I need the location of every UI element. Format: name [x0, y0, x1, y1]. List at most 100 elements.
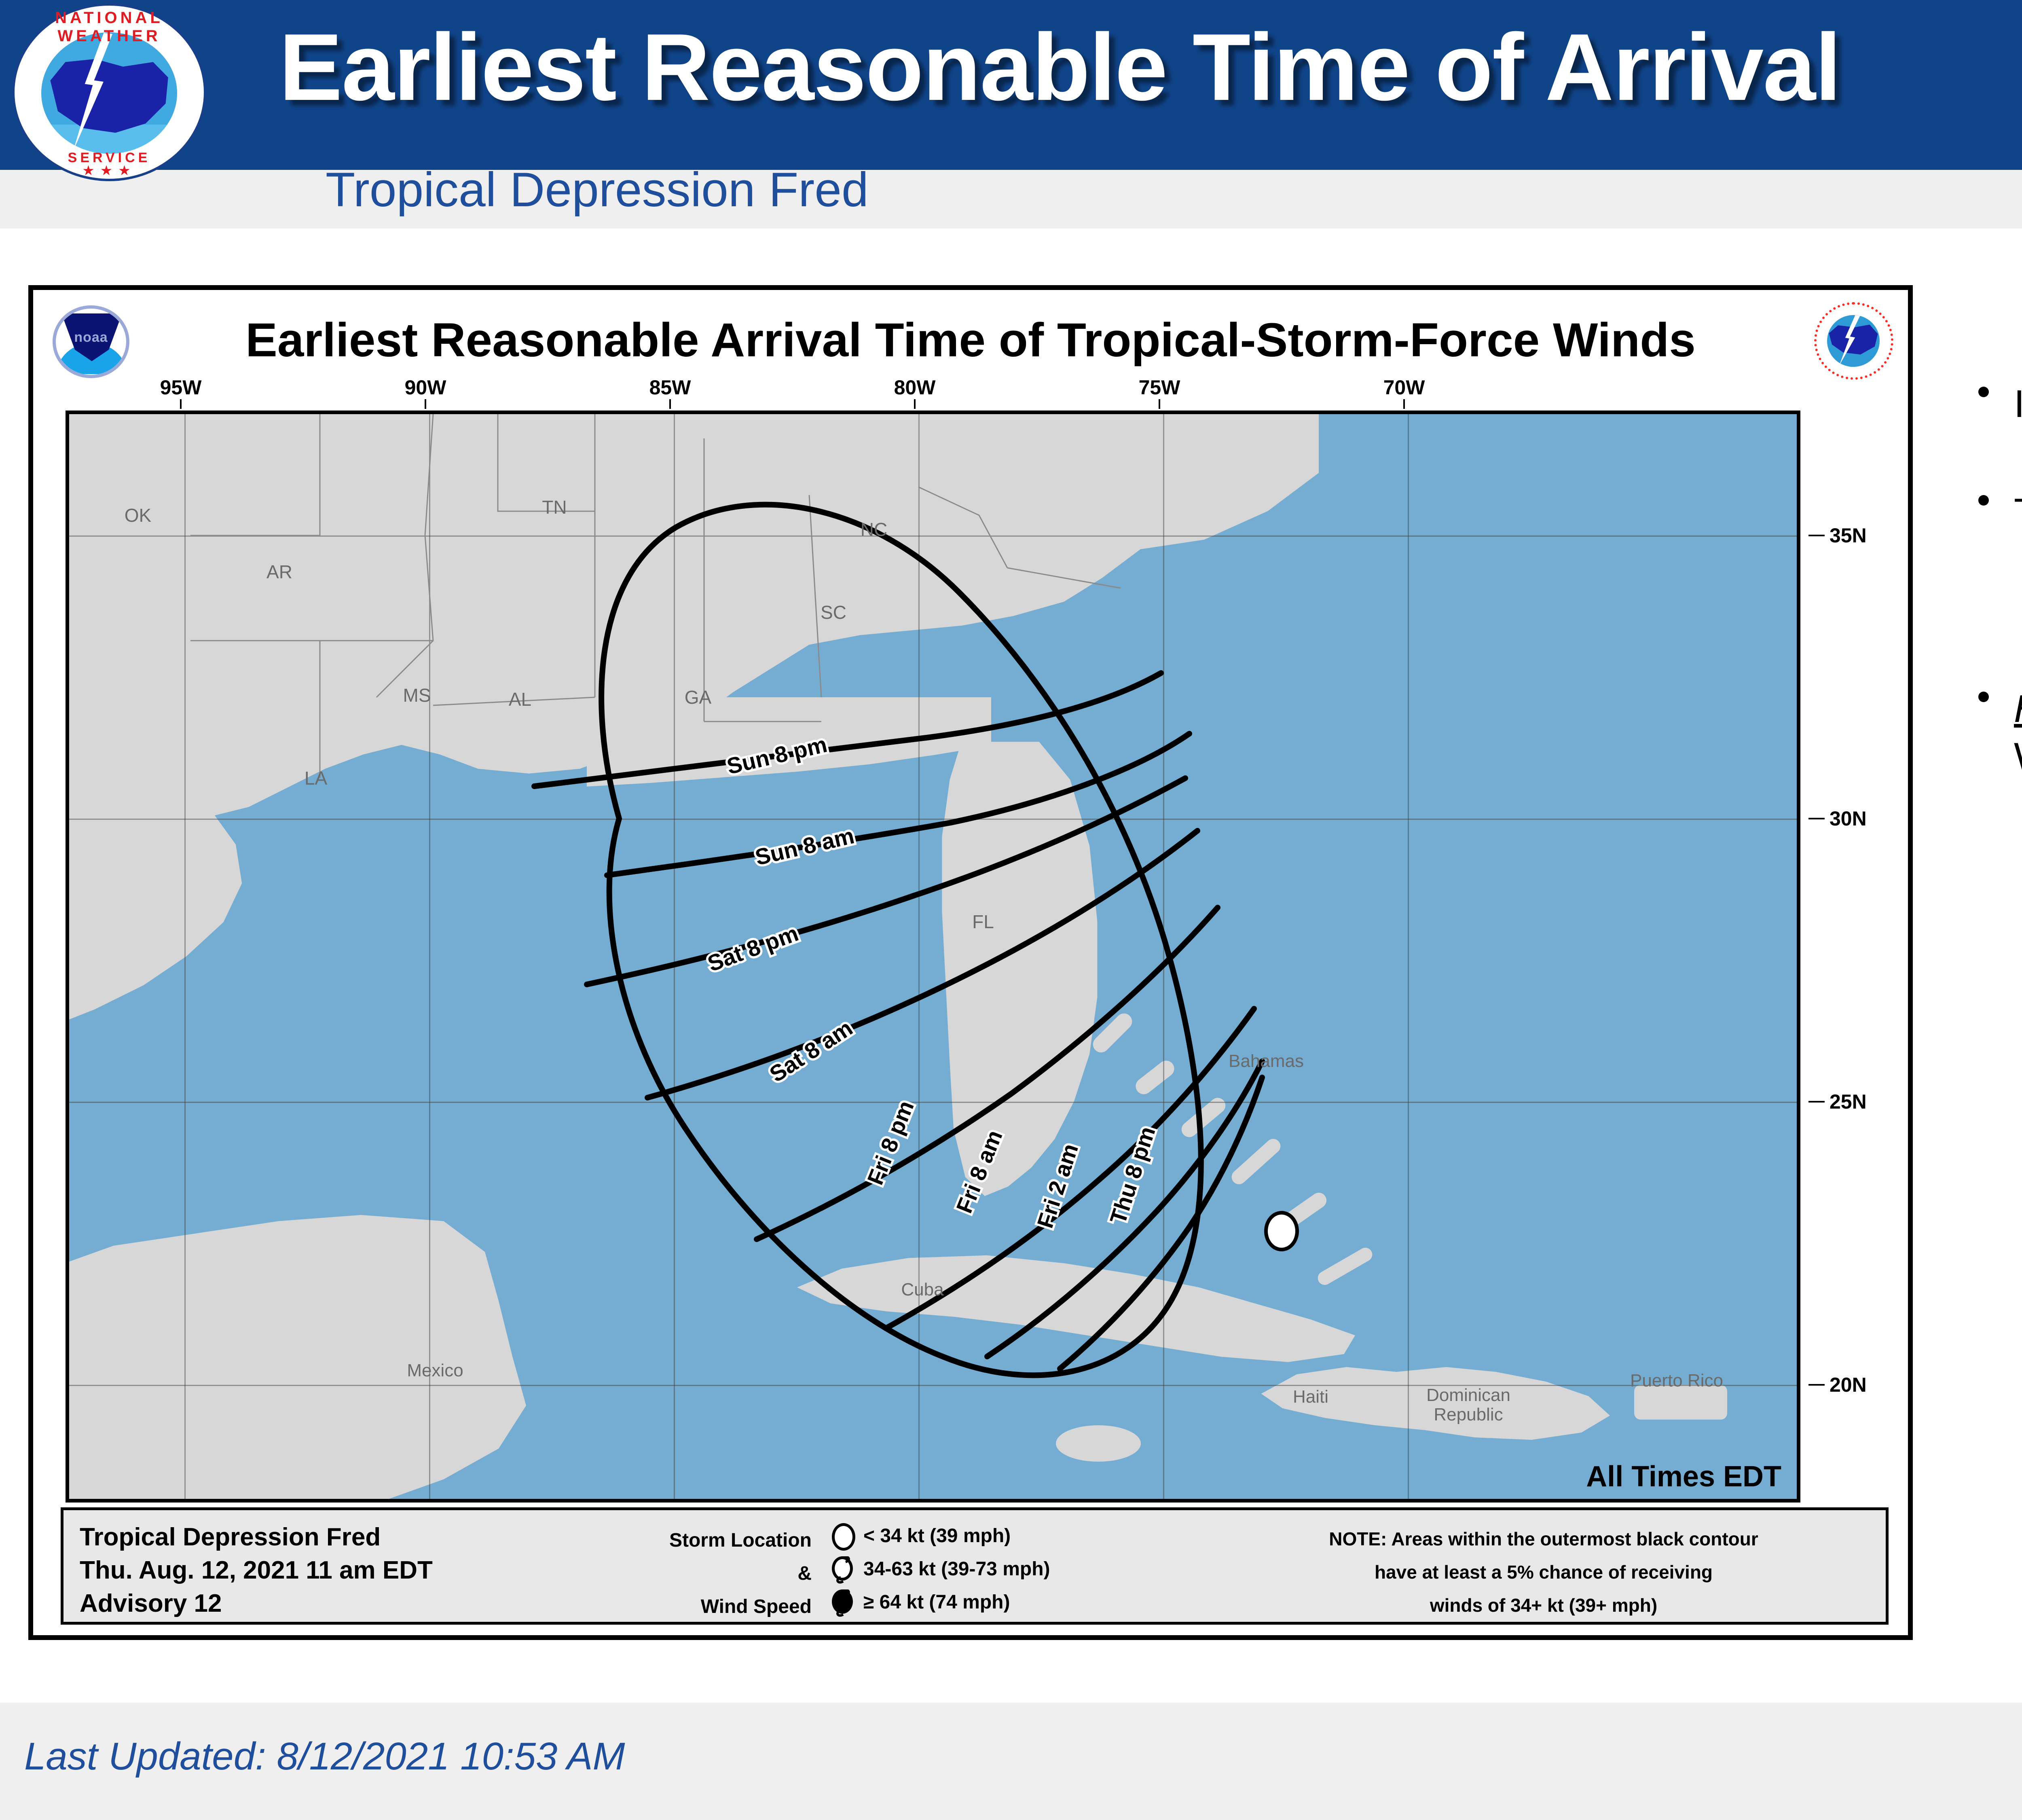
lon-tick-75w — [1159, 399, 1160, 409]
lat-tick-35n — [1808, 535, 1825, 536]
sub-bullet-item-2b: Inland Counties: Sunday evening — [1965, 584, 2022, 624]
nws-logo-icon: NATIONAL WEATHER SERVICE ★★★ — [12, 3, 206, 181]
legend-note: NOTE: Areas within the outermost black c… — [1224, 1522, 1863, 1622]
geo-label-ms: MS — [403, 685, 431, 706]
bullet-item-1: If tropical storm conditions occur… — [1965, 380, 2022, 428]
state-boundaries — [190, 414, 1121, 778]
geo-label-la: LA — [304, 768, 328, 789]
wind-symbol-hurricane-icon — [832, 1589, 855, 1617]
last-updated-text: Last Updated: 8/12/2021 10:53 AM — [24, 1735, 625, 1778]
bullet-text-2: The earliest reasonable time of arrival … — [2014, 489, 2022, 536]
bullet-dot — [1978, 692, 1989, 702]
gridline-30n — [69, 819, 1797, 820]
sub-bullet-item-3b: Inland Counties: Late Sunday night into … — [1965, 828, 2022, 869]
bullet-text-3: However, the most likely time the area c… — [2014, 685, 2022, 781]
lon-tick-90w — [425, 399, 426, 409]
hurricane-map-panel: noaa Earliest Reasonable Arrival Time of… — [28, 285, 1913, 1640]
land-puerto-rico — [1634, 1385, 1727, 1420]
lat-label-35n: 35N — [1830, 524, 1867, 547]
bullet-dot — [1978, 387, 1989, 397]
lon-label-95w: 95W — [160, 376, 202, 399]
lon-tick-80w — [914, 399, 916, 409]
map-title-row: noaa Earliest Reasonable Arrival Time of… — [33, 290, 1908, 391]
map-title: Earliest Reasonable Arrival Time of Trop… — [245, 313, 1696, 367]
gridline-85w — [674, 414, 675, 1499]
page-subtitle: Tropical Depression Fred — [326, 163, 869, 217]
storm-location-marker — [1264, 1211, 1299, 1251]
gridline-90w — [429, 414, 430, 1499]
geo-label-tn: TN — [542, 497, 567, 518]
bullet-item-3: However, the most likely time the area c… — [1965, 685, 2022, 781]
subtitle-bar — [0, 170, 2022, 229]
gridline-70w — [1408, 414, 1409, 1499]
geo-label-mexico: Mexico — [407, 1361, 463, 1380]
geo-label-ar: AR — [266, 561, 292, 582]
geo-label-ok: OK — [124, 505, 152, 526]
lat-tick-20n — [1808, 1384, 1825, 1386]
gridline-35n — [69, 535, 1797, 537]
geo-label-sc: SC — [821, 602, 846, 623]
wind-symbol-ts-hook-icon — [832, 1556, 855, 1584]
legend-note-line-3: winds of 34+ kt (39+ mph) — [1430, 1595, 1658, 1616]
logo-stars: ★★★ — [82, 163, 136, 178]
gridline-25n — [69, 1102, 1797, 1103]
legend-note-line-1: NOTE: Areas within the outermost black c… — [1329, 1528, 1758, 1549]
latitude-axis: 35N 30N 25N 20N — [1808, 411, 1914, 1507]
geo-label-cuba: Cuba — [901, 1280, 944, 1299]
gridline-95w — [184, 414, 186, 1499]
lon-label-80w: 80W — [894, 376, 936, 399]
arrival-contours — [531, 502, 1265, 1378]
footer-bar: Last Updated: 8/12/2021 10:53 AM Nationa… — [0, 1703, 2022, 1820]
legend-storm-info: Tropical Depression Fred Thu. Aug. 12, 2… — [80, 1521, 433, 1620]
legend-storm-name: Tropical Depression Fred — [80, 1523, 381, 1551]
bullet-content-panel: If tropical storm conditions occur… The … — [1965, 380, 2022, 1634]
legend-advisory-number: Advisory 12 — [80, 1589, 222, 1617]
geo-label-al: AL — [508, 689, 532, 710]
lon-tick-70w — [1403, 399, 1405, 409]
geo-label-puerto-rico: Puerto Rico — [1630, 1371, 1723, 1390]
legend-advisory-time: Thu. Aug. 12, 2021 11 am EDT — [80, 1556, 433, 1584]
logo-globe — [41, 32, 177, 154]
geo-label-fl: FL — [972, 911, 994, 932]
land-jamaica — [1056, 1425, 1141, 1462]
page-title: Earliest Reasonable Time of Arrival — [279, 14, 1841, 120]
logo-text-top: NATIONAL WEATHER — [55, 9, 163, 45]
lon-label-90w: 90W — [404, 376, 446, 399]
lon-label-85w: 85W — [649, 376, 691, 399]
timezone-note: All Times EDT — [1586, 1460, 1781, 1493]
noaa-logo-text: noaa — [74, 330, 108, 345]
lat-tick-30n — [1808, 818, 1825, 819]
map-legend-box: Tropical Depression Fred Thu. Aug. 12, 2… — [61, 1507, 1889, 1625]
geo-label-haiti: Haiti — [1292, 1387, 1329, 1407]
legend-storm-location-label: Storm Location — [669, 1530, 812, 1551]
sub-bullet-item-2a: Coastal AL/NW FL: Sunday afternoon — [1965, 542, 2022, 582]
geo-label-dominican-republic: Dominican Republic — [1426, 1385, 1510, 1424]
legend-symbol-headers: Storm Location & Wind Speed — [642, 1524, 812, 1623]
nws-seal-icon — [1814, 302, 1893, 380]
legend-ampersand: & — [797, 1563, 812, 1584]
lat-label-25n: 25N — [1830, 1090, 1867, 1113]
lat-label-20n: 20N — [1830, 1373, 1867, 1396]
lon-tick-85w — [669, 399, 671, 409]
gridline-80w — [918, 414, 920, 1499]
bullet-dot — [1978, 495, 1989, 506]
legend-wind-class-2: 34-63 kt (39-73 mph) — [863, 1558, 1050, 1580]
gridline-75w — [1163, 414, 1164, 1499]
geo-label-ga: GA — [684, 687, 712, 708]
legend-wind-class-3: ≥ 64 kt (74 mph) — [863, 1591, 1010, 1613]
bullet-text-1: If tropical storm conditions occur… — [2014, 382, 2022, 425]
map-plot-area: Sun 8 pm Sun 8 am Sat 8 pm Sat 8 am Fri … — [66, 411, 1800, 1503]
lat-label-30n: 30N — [1830, 807, 1867, 830]
logo-text-bottom: SERVICE — [68, 150, 151, 165]
header-bar — [0, 0, 2022, 170]
sub-bullet-item-3a: Coastal AL/NW FL: Sunday evening — [1965, 786, 2022, 827]
legend-wind-speed-label: Wind Speed — [700, 1596, 812, 1617]
lon-tick-95w — [180, 399, 182, 409]
legend-wind-class-1: < 34 kt (39 mph) — [863, 1525, 1011, 1547]
wind-symbol-open-circle-icon — [832, 1523, 855, 1551]
logo-landmass — [50, 59, 168, 133]
gridline-20n — [69, 1385, 1797, 1386]
bullet-item-2: The earliest reasonable time of arrival … — [1965, 489, 2022, 536]
seal-ring — [1814, 302, 1893, 380]
bullet-text-3-rest: , the most likely time the area could se… — [2014, 687, 2022, 778]
